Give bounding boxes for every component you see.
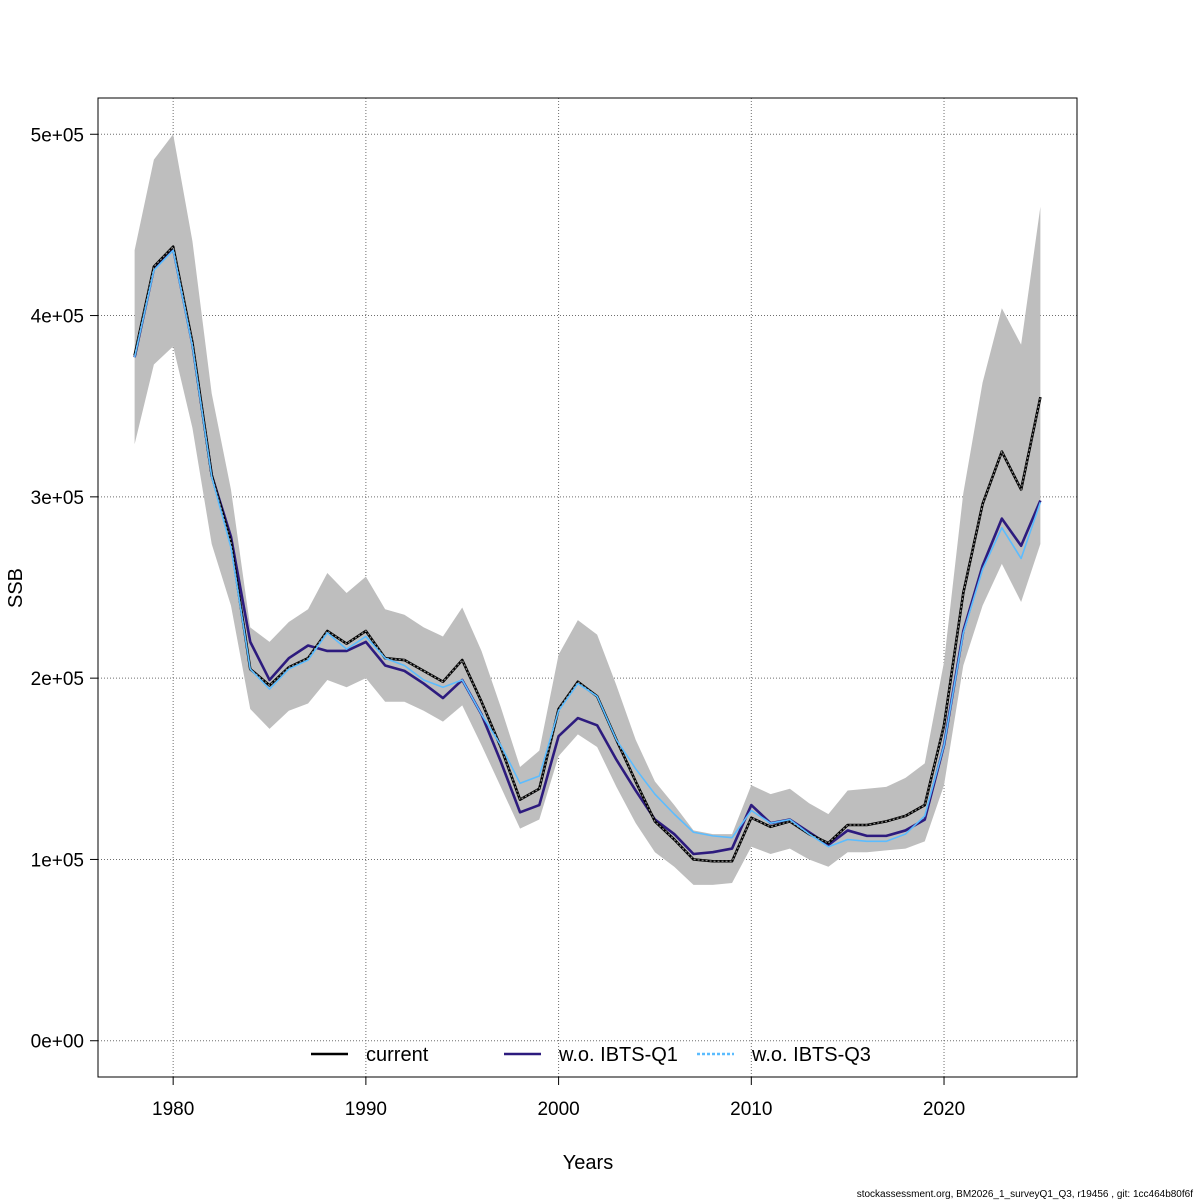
- y-tick-label: 0e+00: [31, 1032, 84, 1053]
- x-axis-title: Years: [563, 1152, 613, 1174]
- legend-label: w.o. IBTS-Q3: [751, 1044, 871, 1066]
- y-tick-label: 3e+05: [31, 488, 84, 509]
- legend-label: w.o. IBTS-Q1: [558, 1044, 678, 1066]
- legend: current w.o. IBTS-Q1 w.o. IBTS-Q3: [311, 1044, 871, 1066]
- x-tick-label: 2000: [537, 1099, 579, 1120]
- y-tick-label: 5e+05: [31, 125, 84, 146]
- x-tick-label: 1990: [345, 1099, 387, 1120]
- series-layer: [133, 245, 1042, 863]
- y-tick-label: 2e+05: [31, 669, 84, 690]
- confidence-band-layer: [134, 134, 1041, 885]
- footer-credit: stockassessment.org, BM2026_1_surveyQ1_Q…: [857, 1189, 1194, 1200]
- confidence-band: [134, 134, 1041, 885]
- y-axis-title: SSB: [5, 568, 27, 608]
- x-axis: 1980 1990 2000 2010 2020: [152, 1076, 965, 1120]
- y-axis: 0e+00 1e+05 2e+05 3e+05 4e+05 5e+05: [31, 125, 99, 1053]
- x-tick-label: 1980: [152, 1099, 194, 1120]
- plot-frame: [97, 97, 1078, 1078]
- grid: [98, 98, 1077, 1077]
- legend-label: current: [366, 1044, 429, 1066]
- series-line-current-dotted-overlay: [134, 245, 1041, 862]
- series-line-current: [133, 245, 1042, 863]
- y-tick-label: 4e+05: [31, 307, 84, 328]
- x-tick-label: 2010: [730, 1099, 772, 1120]
- series-line-wo-ibts-q3: [133, 249, 1042, 848]
- x-tick-label: 2020: [923, 1099, 965, 1120]
- series-line-wo-ibts-q1: [133, 247, 1042, 856]
- y-tick-label: 1e+05: [31, 850, 84, 871]
